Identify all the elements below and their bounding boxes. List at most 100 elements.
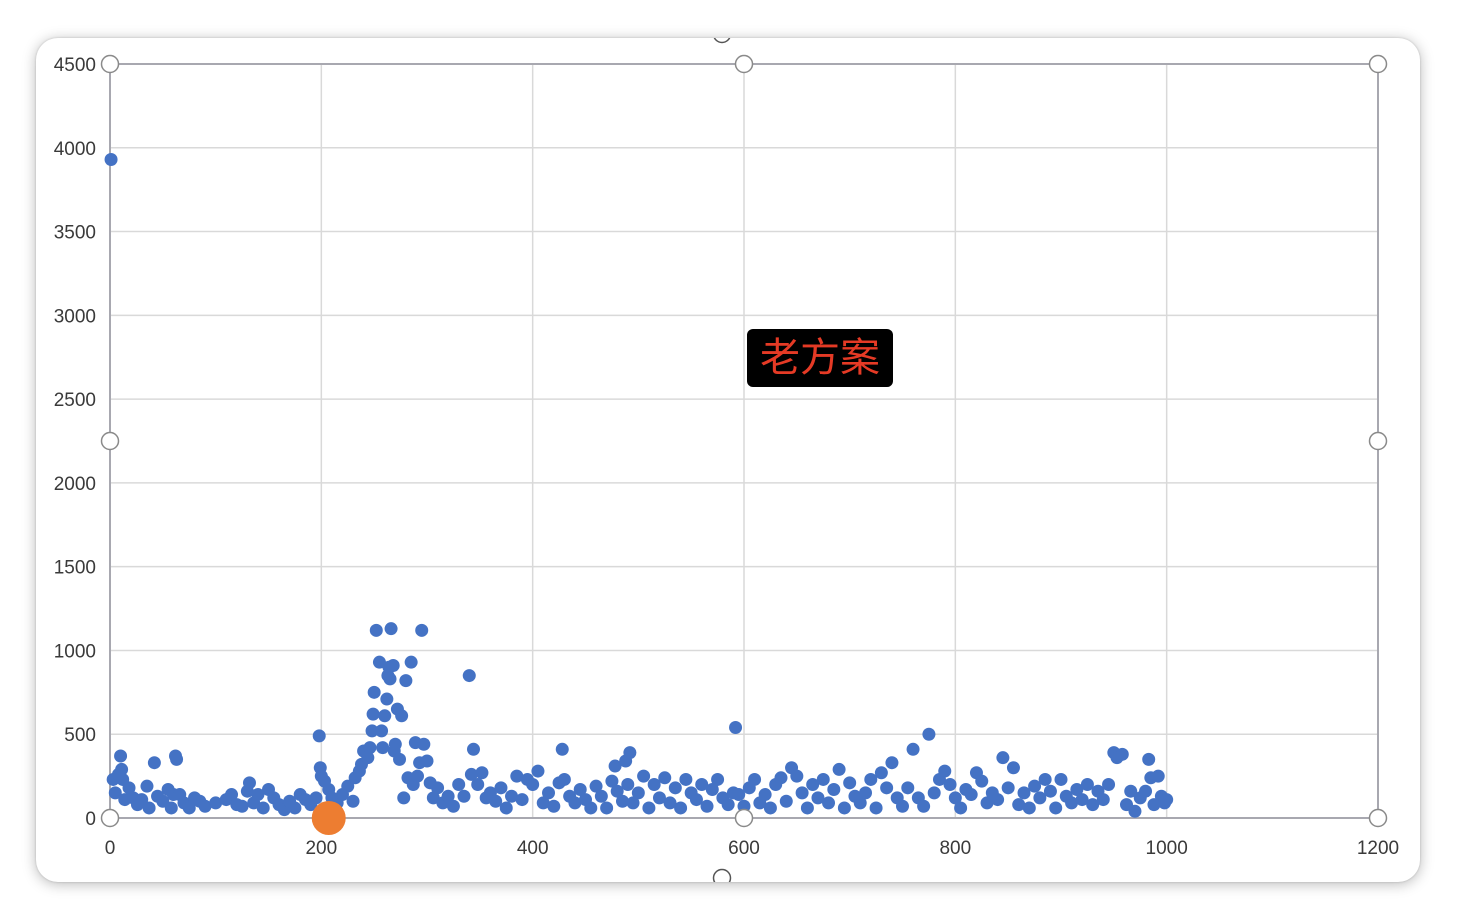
data-point (242, 776, 256, 790)
data-point (256, 801, 270, 815)
data-point (198, 799, 212, 813)
data-point (376, 741, 390, 755)
data-point (901, 781, 915, 795)
data-point (466, 742, 480, 756)
data-point (489, 794, 503, 808)
tick-labels: 0 200 400 600 800 1000 1200 0 500 1000 1500 2000 250… (54, 55, 1399, 859)
resize-handle[interactable] (734, 808, 754, 828)
data-point (608, 759, 622, 773)
data-point (380, 692, 394, 706)
data-point (621, 777, 635, 791)
data-point (363, 741, 377, 755)
data-point (399, 674, 413, 688)
data-point (251, 788, 265, 802)
x-tick-label: 600 (728, 838, 760, 859)
data-point (147, 756, 161, 770)
data-point (1128, 804, 1142, 818)
data-point (774, 771, 788, 785)
data-point (874, 766, 888, 780)
resize-handle[interactable] (1368, 431, 1388, 451)
data-point (679, 772, 693, 786)
data-point (164, 801, 178, 815)
data-point (721, 798, 735, 812)
resize-handle[interactable] (1368, 54, 1388, 74)
data-point (705, 783, 719, 797)
x-tick-label: 400 (517, 838, 549, 859)
card-bottom-handle[interactable] (712, 868, 732, 883)
data-point (170, 752, 184, 766)
data-point (140, 779, 154, 793)
data-points (104, 153, 1174, 835)
data-point (426, 791, 440, 805)
y-tick-label: 1500 (54, 558, 96, 579)
data-point (372, 655, 386, 669)
data-point (700, 799, 714, 813)
data-point (1160, 793, 1174, 807)
resize-handle[interactable] (100, 54, 120, 74)
data-point (790, 769, 804, 783)
data-point (674, 801, 688, 815)
data-point (832, 762, 846, 776)
data-point (975, 774, 989, 788)
resize-handle[interactable] (100, 808, 120, 828)
card-top-handle[interactable] (713, 38, 731, 44)
data-point (869, 801, 883, 815)
resize-handle[interactable] (734, 54, 754, 74)
data-point (964, 788, 978, 802)
data-point (584, 801, 598, 815)
selection-handles[interactable] (100, 38, 1388, 883)
x-tick-label: 1000 (1146, 838, 1188, 859)
data-point (1075, 793, 1089, 807)
data-point (695, 777, 709, 791)
data-point (446, 799, 460, 813)
data-point (494, 781, 508, 795)
data-point (1151, 769, 1165, 783)
data-point (822, 796, 836, 810)
grid-lines (110, 63, 1379, 818)
data-point (1086, 798, 1100, 812)
data-point (816, 772, 830, 786)
y-tick-label: 3500 (54, 223, 96, 244)
data-point (642, 801, 656, 815)
data-point (182, 801, 196, 815)
resize-handle[interactable] (1368, 808, 1388, 828)
data-point (209, 796, 223, 810)
data-point (859, 786, 873, 800)
data-point (142, 801, 156, 815)
data-point (417, 737, 431, 751)
data-point (393, 752, 407, 766)
data-point (375, 724, 389, 738)
data-point (404, 655, 418, 669)
data-point (948, 791, 962, 805)
data-point (763, 801, 777, 815)
data-point (510, 769, 524, 783)
data-point (1017, 786, 1031, 800)
data-point (1033, 791, 1047, 805)
data-point (431, 781, 445, 795)
data-point (505, 789, 519, 803)
data-point (499, 801, 513, 815)
data-point (711, 772, 725, 786)
data-point (663, 796, 677, 810)
data-point (397, 791, 411, 805)
data-point (1049, 801, 1063, 815)
data-point (748, 772, 762, 786)
data-point (605, 774, 619, 788)
data-point (906, 742, 920, 756)
x-tick-label: 200 (305, 838, 337, 859)
data-point (896, 799, 909, 813)
data-point (114, 749, 128, 763)
y-tick-label: 3000 (54, 306, 96, 327)
data-point (457, 789, 471, 803)
y-tick-label: 0 (85, 809, 96, 830)
data-point (395, 709, 409, 723)
data-point (1022, 801, 1036, 815)
chart-card[interactable]: 0 200 400 600 800 1000 1200 0 500 1000 1500 2000 250… (36, 38, 1420, 882)
data-point (600, 801, 614, 815)
data-point (729, 721, 743, 735)
data-point (938, 764, 952, 778)
resize-handle[interactable] (100, 431, 120, 451)
data-point (1001, 781, 1015, 795)
y-tick-label: 2500 (54, 390, 96, 411)
data-point (410, 769, 424, 783)
